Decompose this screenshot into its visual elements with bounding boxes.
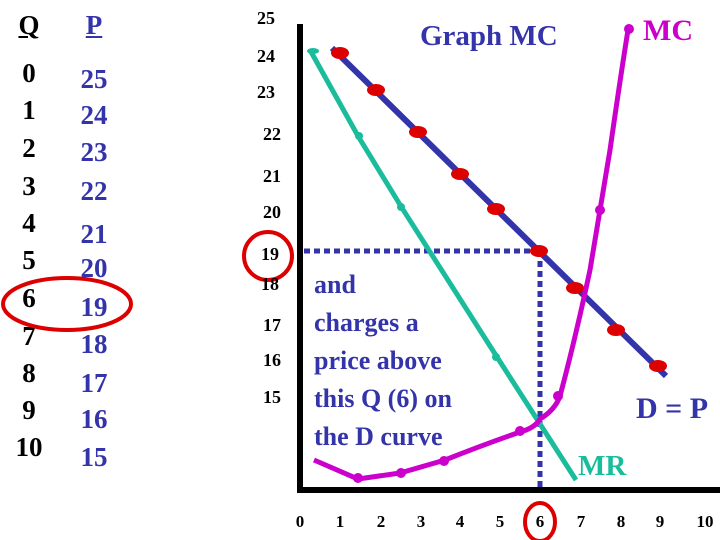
y-tick: 21 (263, 166, 281, 186)
chart-title: Graph MC (420, 20, 558, 52)
annotation-line: this Q (6) on (314, 384, 452, 413)
q-cell-highlighted: 6 (22, 283, 36, 313)
p-cell: 17 (80, 368, 108, 398)
y-tick: 22 (263, 124, 281, 144)
mc-label: MC (643, 14, 693, 47)
x-tick: 0 (295, 512, 305, 531)
y-tick: 16 (263, 350, 281, 370)
q-cell: 10 (15, 432, 43, 462)
y-tick: 15 (263, 387, 281, 407)
x-tick: 7 (576, 512, 586, 531)
x-tick-highlighted: 6 (535, 512, 545, 531)
y-tick: 25 (257, 8, 275, 28)
annotation-line: charges a (314, 308, 419, 337)
annotation-line: the D curve (314, 422, 443, 451)
x-tick: 1 (335, 512, 345, 531)
q-cell: 5 (22, 245, 36, 275)
p-cell: 24 (80, 100, 108, 130)
p-cell: 25 (80, 64, 108, 94)
mr-label: MR (578, 450, 627, 482)
p-cell: 16 (80, 404, 108, 434)
mr-curve (307, 48, 579, 482)
annotation-line: price above (314, 346, 442, 375)
mc-curve (313, 24, 634, 483)
p-cell: 22 (80, 176, 108, 206)
x-tick: 9 (655, 512, 665, 531)
p-cell-highlighted: 19 (80, 292, 108, 322)
x-tick: 3 (416, 512, 426, 531)
y-tick: 20 (263, 202, 281, 222)
annotation-line: and (314, 270, 356, 299)
table-highlight-circle (1, 276, 133, 332)
x-tick: 2 (376, 512, 386, 531)
x-tick: 8 (616, 512, 626, 531)
y-tick: 17 (263, 315, 281, 335)
y-tick-highlighted: 19 (261, 244, 279, 264)
demand-curve (329, 45, 669, 379)
y-tick-highlight-circle (242, 230, 294, 282)
p-cell: 23 (80, 137, 108, 167)
quantity-header: Q (18, 10, 40, 40)
y-tick: 24 (257, 46, 275, 66)
p-cell: 21 (80, 219, 108, 249)
q-cell: 7 (22, 321, 36, 351)
q-cell: 9 (22, 395, 36, 425)
p-cell: 18 (80, 329, 108, 359)
q-cell: 0 (22, 58, 36, 88)
q-cell: 2 (22, 133, 36, 163)
annotation-text: and charges a price above this Q (6) on … (314, 266, 452, 456)
x-tick: 5 (495, 512, 505, 531)
q-cell: 1 (22, 95, 36, 125)
y-tick: 23 (257, 82, 275, 102)
y-tick: 18 (261, 274, 279, 294)
q-cell: 3 (22, 171, 36, 201)
x-tick-highlight-circle (523, 501, 557, 540)
x-tick: 10 (696, 512, 714, 531)
x-tick: 4 (455, 512, 465, 531)
p-cell: 15 (80, 442, 108, 472)
q-cell: 8 (22, 358, 36, 388)
demand-label: D = P (636, 392, 709, 425)
price-header: P (85, 10, 103, 40)
q-cell: 4 (22, 208, 36, 238)
